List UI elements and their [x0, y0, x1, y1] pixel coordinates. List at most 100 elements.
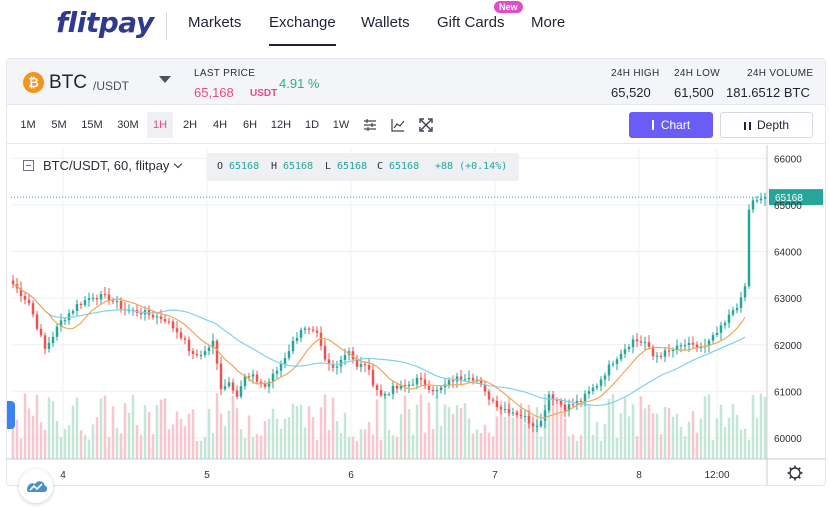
candle-body [275, 370, 279, 374]
volume-bar [331, 397, 335, 459]
volume-bar [527, 404, 531, 459]
volume-bar [311, 417, 315, 459]
timeframe-1d[interactable]: 1D [304, 119, 320, 131]
candle-body [459, 376, 463, 380]
nav-gift-cards[interactable]: Gift Cards [437, 14, 505, 31]
candle-body [395, 385, 399, 389]
volume-bar [655, 413, 659, 459]
volume-bar [99, 398, 103, 459]
volume-bar [71, 405, 75, 459]
candle-body [527, 415, 531, 424]
timeframe-1w[interactable]: 1W [332, 119, 350, 131]
chevron-down-icon[interactable] [174, 159, 183, 169]
flitpay-logo[interactable]: flitpay [56, 6, 154, 39]
candle-body [279, 363, 283, 371]
volume-bar [427, 402, 431, 459]
candle-body [163, 319, 167, 322]
new-badge: New [494, 1, 523, 13]
volume-bar [251, 436, 255, 459]
timeframe-4h[interactable]: 4H [212, 119, 228, 131]
volume-bar [723, 427, 727, 459]
candle-body [75, 304, 79, 311]
volume-bar [375, 399, 379, 459]
volume-bar [615, 437, 619, 459]
candle-body [387, 394, 391, 396]
candle-body [599, 379, 603, 386]
pair-quote[interactable]: /USDT [93, 79, 129, 93]
volume-bar [163, 398, 167, 459]
timeframe-1m[interactable]: 1M [20, 119, 36, 131]
chevron-down-icon[interactable] [159, 76, 171, 83]
timeframe-6h[interactable]: 6H [242, 119, 258, 131]
settings-gear-tooth [789, 467, 793, 471]
volume-bar [175, 411, 179, 459]
volume-bar [243, 438, 247, 459]
candle-body [519, 414, 523, 417]
candle-body [299, 329, 303, 338]
timeframe-30m[interactable]: 30M [117, 119, 139, 131]
candle-body [363, 364, 367, 366]
candle-body [607, 364, 611, 376]
candle-body [367, 364, 371, 370]
bitcoin-icon: ₿ [23, 72, 44, 93]
volume-bar [531, 421, 535, 459]
side-panel-toggle[interactable] [7, 401, 15, 429]
candle-body [435, 390, 439, 392]
timeframe-12h[interactable]: 12H [270, 119, 292, 131]
tradingview-logo[interactable] [19, 469, 53, 503]
timeframe-15m[interactable]: 15M [81, 119, 103, 131]
candle-body [175, 328, 179, 333]
y-axis-label: 61000 [774, 387, 802, 398]
pair-base[interactable]: BTC [49, 72, 87, 93]
candle-body [683, 345, 687, 347]
fullscreen-icon[interactable] [419, 118, 433, 132]
nav-markets[interactable]: Markets [188, 14, 242, 31]
candle-body [659, 355, 663, 357]
volume-bar [119, 433, 123, 459]
volume-bar [743, 428, 747, 459]
candlestick-chart[interactable]: 65168 60000 61000 62000 63000 64000 65000 6600… [7, 145, 825, 485]
volume-bar [263, 421, 267, 459]
candle-body [711, 335, 715, 341]
candle-body [239, 386, 243, 397]
volume-bar [171, 424, 175, 459]
y-axis-label: 65000 [774, 201, 802, 212]
volume-bar [711, 440, 715, 459]
nav-wallets[interactable]: Wallets [361, 14, 410, 31]
candle-body [371, 369, 375, 386]
volume-bar [759, 393, 763, 459]
volume-bar [371, 434, 375, 459]
timeframe-5m[interactable]: 5M [51, 119, 67, 131]
close-value: 65168 [389, 161, 420, 172]
line-chart-icon[interactable] [391, 118, 405, 132]
candle-body [83, 300, 87, 306]
volume-bar [391, 435, 395, 459]
volume-bar [563, 418, 567, 459]
volume-bar [475, 429, 479, 459]
volume-bar [111, 406, 115, 459]
timeframe-1h[interactable]: 1H [147, 112, 173, 138]
volume-bar [507, 397, 511, 459]
candle-body [623, 349, 627, 354]
candle-body [723, 322, 727, 326]
volume-bar [75, 397, 79, 459]
candle-body [547, 394, 551, 411]
depth-button[interactable]: Depth [720, 112, 813, 138]
timeframe-2h[interactable]: 2H [182, 119, 198, 131]
nav-exchange[interactable]: Exchange [269, 14, 336, 46]
volume-bar [51, 401, 55, 459]
collapse-legend-icon[interactable] [23, 160, 34, 171]
candle-body [403, 385, 407, 387]
nav-more[interactable]: More [531, 14, 566, 31]
indicator-settings-icon[interactable] [363, 118, 377, 132]
chart-legend-title[interactable]: BTC/USDT, 60, flitpay [23, 158, 183, 173]
price-chart[interactable]: 65168 60000 61000 62000 63000 64000 65000 6600… [7, 145, 825, 503]
y-axis-label: 60000 [774, 434, 802, 445]
candle-body [127, 310, 131, 312]
volume-bar [131, 394, 135, 459]
chart-button[interactable]: Chart [629, 112, 713, 138]
volume-bar [327, 430, 331, 459]
volume-bar [739, 429, 743, 459]
change-value: +88 (+0.14%) [435, 161, 508, 172]
candle-body [675, 345, 679, 351]
